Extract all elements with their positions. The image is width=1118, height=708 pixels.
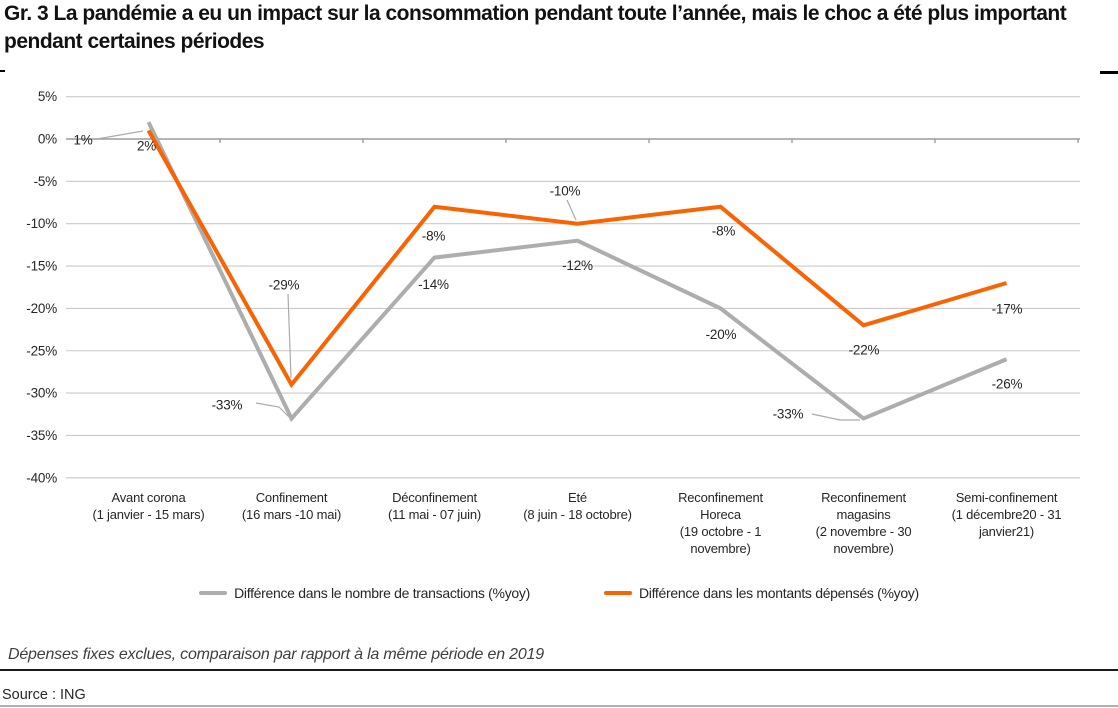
data-label: 1% — [73, 133, 92, 148]
right-margin-dash — [1100, 71, 1118, 74]
label-leader-line — [287, 293, 292, 379]
chart-title: Gr. 3 La pandémie a eu un impact sur la … — [4, 2, 1067, 53]
data-label: -26% — [992, 377, 1023, 392]
label-leader-line — [255, 402, 290, 418]
x-category-label: Eté (8 juin - 18 octobre) — [523, 490, 632, 522]
chart-legend: Différence dans le nombre de transaction… — [0, 585, 1118, 601]
y-tick-label: -25% — [26, 343, 57, 358]
y-tick-label: 5% — [38, 89, 57, 104]
x-category-label: Déconfinement (11 mai - 07 juin) — [388, 490, 481, 522]
data-label: -17% — [992, 302, 1023, 317]
legend-label-transactions: Différence dans le nombre de transaction… — [234, 585, 530, 601]
legend-swatch-montants — [603, 591, 632, 595]
left-margin-dash — [0, 70, 5, 72]
y-tick-label: -15% — [26, 259, 57, 274]
label-leader-line — [811, 413, 860, 421]
y-tick-label: 0% — [38, 132, 57, 147]
legend-label-montants: Différence dans les montants dépensés (%… — [638, 585, 919, 601]
data-label: -10% — [550, 184, 581, 199]
x-category-label: Semi-confinement (1 décembre20 - 31 janvie… — [951, 490, 1062, 539]
series-line-montants — [146, 129, 1008, 389]
y-tick-label: -35% — [26, 428, 57, 443]
data-label: -22% — [849, 343, 880, 358]
data-label: -12% — [562, 258, 593, 273]
data-label: -8% — [422, 228, 446, 243]
series-line-transactions — [146, 121, 1008, 423]
y-tick-label: -30% — [26, 386, 57, 401]
label-leader-line — [96, 130, 144, 140]
y-tick-label: -5% — [34, 174, 58, 189]
data-label: -33% — [773, 407, 804, 422]
data-label: -29% — [269, 278, 300, 293]
legend-swatch-transactions — [199, 591, 228, 595]
x-category-label: Avant corona (1 janvier - 15 mars) — [92, 490, 205, 522]
bottom-rule — [0, 705, 1118, 707]
source-note: Source : ING — [2, 687, 86, 703]
x-category-label: Reconfinement Horeca (19 octobre - 1 novemb… — [678, 490, 763, 556]
line-chart: 5% 0% -5% -10% -15% -20% -25% -30% -35% -40% 2% -33… — [26, 89, 1080, 485]
data-label: -8% — [712, 223, 736, 238]
legend-item-transactions: Différence dans le nombre de transaction… — [199, 585, 530, 601]
label-leader-line — [566, 199, 577, 221]
separator-rule — [0, 669, 1118, 671]
x-category-label: Confinement (16 mars -10 mai) — [241, 490, 342, 522]
y-tick-label: -40% — [26, 470, 57, 485]
y-tick-label: -20% — [26, 301, 57, 316]
x-category-label: Reconfinement magasins (2 novembre - 30 nov… — [815, 490, 912, 556]
data-label: -14% — [418, 277, 449, 292]
data-label: -20% — [706, 327, 737, 342]
data-label: -33% — [212, 398, 243, 413]
chart-footnote: Dépenses fixes exclues, comparaison par … — [8, 646, 544, 663]
data-label: 2% — [137, 139, 156, 154]
legend-item-montants: Différence dans les montants dépensés (%… — [603, 585, 919, 601]
y-tick-label: -10% — [26, 216, 57, 231]
